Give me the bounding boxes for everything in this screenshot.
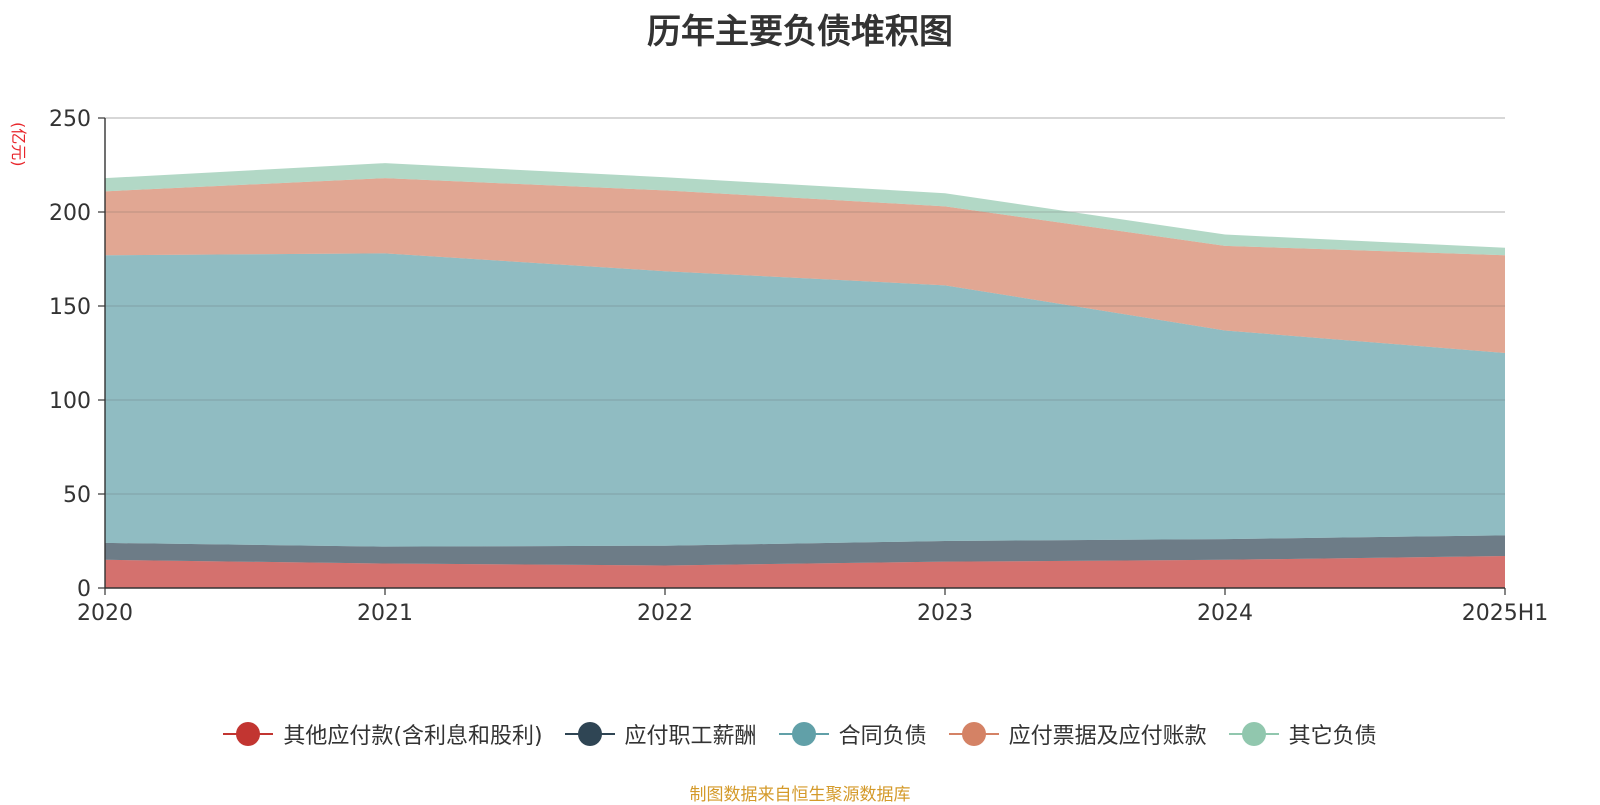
y-tick-label: 100: [49, 389, 91, 414]
legend-swatch: [564, 721, 615, 747]
legend-item[interactable]: 其他应付款(含利息和股利): [223, 718, 543, 750]
legend-item[interactable]: 其它负债: [1228, 718, 1377, 750]
y-tick-label: 50: [63, 483, 91, 508]
x-tick-label: 2024: [1197, 601, 1253, 626]
x-tick-label: 2021: [357, 601, 413, 626]
x-tick-label: 2025H1: [1462, 601, 1549, 626]
area-series-2: [105, 253, 1505, 547]
legend-item[interactable]: 应付职工薪酬: [564, 718, 757, 750]
y-tick-label: 250: [49, 107, 91, 132]
legend-swatch: [778, 721, 829, 747]
legend-item[interactable]: 合同负债: [778, 718, 927, 750]
legend-item[interactable]: 应付票据及应付账款: [948, 718, 1207, 750]
x-tick-label: 2020: [77, 601, 133, 626]
area-series-3: [105, 178, 1505, 353]
legend-swatch: [948, 721, 999, 747]
x-tick-label: 2023: [917, 601, 973, 626]
legend-label: 合同负债: [838, 724, 927, 749]
area-series-1: [105, 535, 1505, 566]
area-series-4: [105, 163, 1505, 256]
legend-label: 应付票据及应付账款: [1008, 724, 1207, 749]
area-series-0: [105, 556, 1505, 588]
y-tick-label: 200: [49, 201, 91, 226]
data-source-note: 制图数据来自恒生聚源数据库: [689, 785, 911, 805]
legend: 其他应付款(含利息和股利) 应付职工薪酬 合同负债 应付票据及应付账款 其它负债: [0, 718, 1600, 750]
legend-swatch: [223, 721, 274, 747]
legend-swatch: [1228, 721, 1279, 747]
legend-label: 其他应付款(含利息和股利): [283, 724, 543, 749]
legend-label: 其它负债: [1288, 724, 1377, 749]
legend-label: 应付职工薪酬: [624, 724, 757, 749]
chart-title: 历年主要负债堆积图: [647, 12, 953, 52]
y-tick-label: 0: [77, 577, 91, 602]
x-tick-label: 2022: [637, 601, 693, 626]
y-tick-label: 150: [49, 295, 91, 320]
